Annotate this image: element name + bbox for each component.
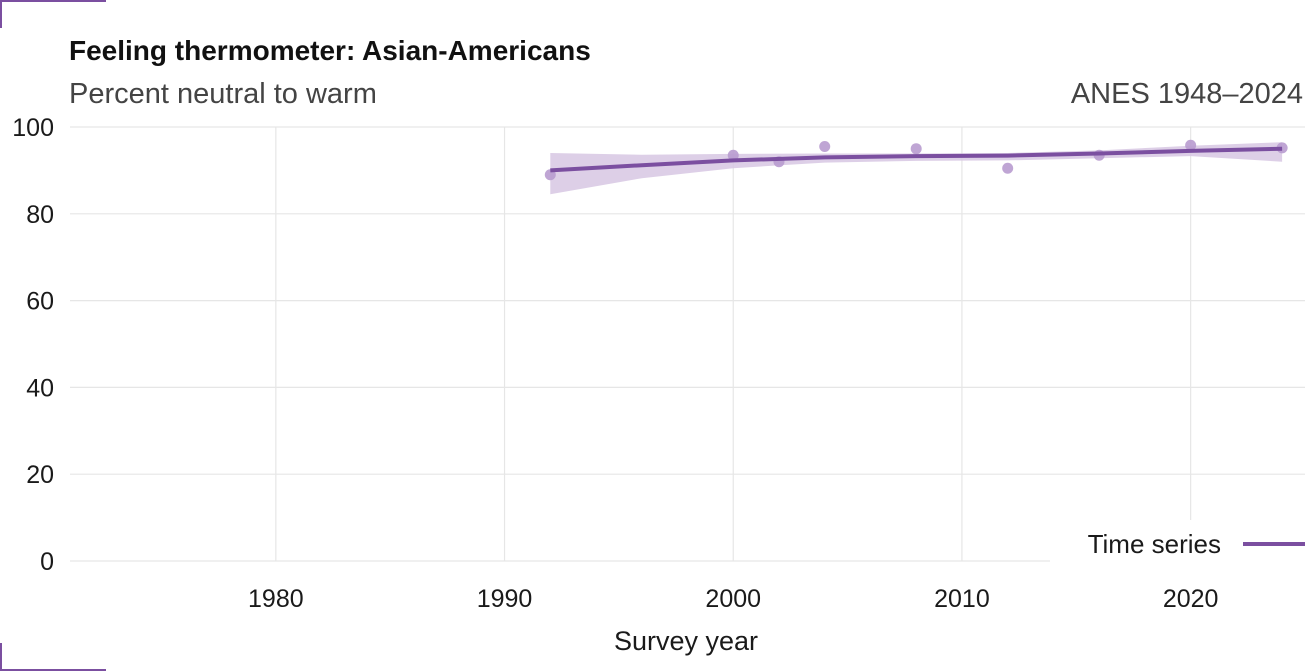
- legend-label: Time series: [1088, 529, 1221, 559]
- trend-line: [550, 146, 1283, 173]
- y-axis-ticks: 0 20 40 60 80 100: [12, 114, 54, 576]
- chart-subtitle: Percent neutral to warm: [69, 78, 377, 110]
- y-tick-label: 60: [26, 288, 54, 316]
- corner-mark-bottom-left: [0, 643, 106, 671]
- chart-source: ANES 1948–2024: [1070, 78, 1303, 110]
- y-tick-label: 100: [12, 114, 54, 142]
- x-tick-label: 2020: [1163, 585, 1219, 613]
- data-point: [727, 149, 739, 161]
- grid-lines: [70, 126, 1305, 562]
- x-tick-label: 2000: [705, 585, 761, 613]
- data-point: [1002, 162, 1014, 174]
- x-tick-label: 1980: [248, 585, 304, 613]
- x-tick-label: 1990: [477, 585, 533, 613]
- x-axis-title: Survey year: [614, 626, 758, 656]
- x-axis-ticks: 1980 1990 2000 2010 2020: [248, 585, 1218, 613]
- y-tick-label: 80: [26, 201, 54, 229]
- y-tick-label: 0: [40, 548, 54, 576]
- data-point: [819, 141, 831, 153]
- data-point: [910, 143, 922, 155]
- y-tick-label: 20: [26, 461, 54, 489]
- y-tick-label: 40: [26, 374, 54, 402]
- chart-title: Feeling thermometer: Asian-Americans: [69, 35, 591, 66]
- x-tick-label: 2010: [934, 585, 990, 613]
- corner-mark-top-left: [0, 0, 106, 28]
- data-point: [1185, 139, 1197, 151]
